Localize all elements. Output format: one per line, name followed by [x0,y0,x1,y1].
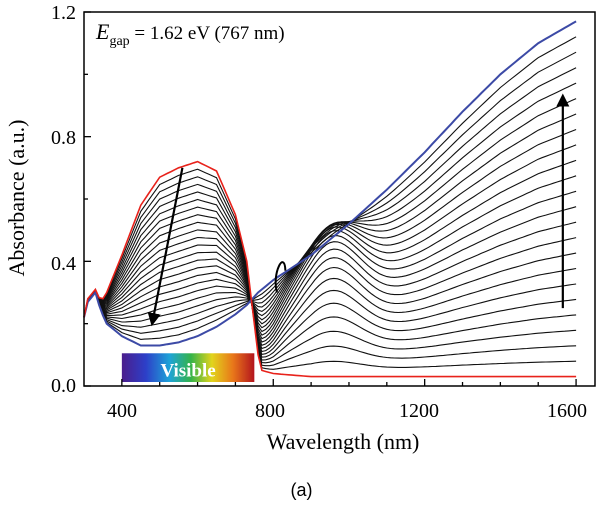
absorbance-curve-intermediate [83,113,577,318]
visible-band: Visible [121,353,255,382]
absorbance-curve-intermediate [83,221,577,350]
panel-label: (a) [290,480,313,500]
x-axis-title: Wavelength (nm) [267,429,420,454]
absorbance-curve-intermediate [83,214,577,353]
absorbance-curve-intermediate [83,190,577,336]
crossover-arrow [274,261,287,293]
x-tick-label: 800 [255,400,285,422]
plot-area: Visible [83,20,577,382]
absorbance-curve-intermediate [83,175,577,333]
absorbance-curve-intermediate [83,191,577,361]
absorbance-curve-intermediate [83,159,577,329]
intermediate-curves [83,36,577,370]
x-tick-label: 1200 [399,400,439,422]
visible-label: Visible [160,361,215,382]
x-tick-label: 400 [107,400,137,422]
absorbance-curve-intermediate [83,36,577,340]
absorbance-curve-intermediate [83,98,577,320]
axis-ticks [84,11,577,387]
absorbance-curve-intermediate [83,67,577,328]
absorbance-curve-intermediate [83,229,577,346]
y-tick-label: 0.4 [51,253,76,275]
trend-arrows [147,93,570,327]
gap-subscript: gap [109,34,129,49]
main-curves [83,20,577,378]
gap-annotation: Egap = 1.62 eV (767 nm) [95,19,285,49]
visible-spectrum-bar [121,353,255,382]
gap-value: = 1.62 eV (767 nm) [130,23,285,44]
y-axis-title: Absorbance (a.u.) [4,120,29,277]
absorbance-curve-initial [83,160,577,378]
absorbance-curve-intermediate [83,198,577,358]
trend-arrow [147,167,184,327]
absorbance-curve-intermediate [83,168,577,370]
absorbance-curve-intermediate [83,51,577,334]
absorbance-curve-final [83,20,577,347]
y-tick-label: 0.8 [51,127,76,149]
x-tick-label: 1600 [547,400,587,422]
absorbance-curve-intermediate [83,82,577,323]
absorbance-curve-intermediate [83,176,577,367]
gap-symbol: E [95,19,110,44]
absorbance-curve-intermediate [83,183,577,364]
y-tick-label: 1.2 [51,2,76,24]
absorbance-curve-intermediate [83,206,577,356]
y-tick-label: 0.0 [51,375,76,397]
